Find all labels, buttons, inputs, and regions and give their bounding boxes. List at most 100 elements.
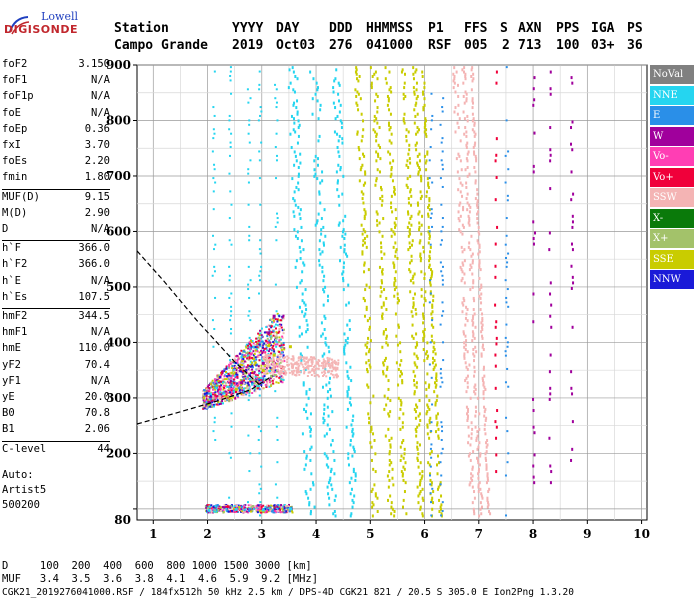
echo-mark [270, 363, 273, 366]
echo-mark [480, 354, 483, 358]
echo-mark [277, 381, 280, 384]
echo-mark [494, 420, 497, 424]
echo-mark [332, 368, 335, 371]
echo-mark [504, 154, 507, 157]
echo-mark [435, 414, 438, 418]
echo-mark [244, 377, 247, 380]
echo-mark [211, 399, 214, 402]
echo-mark [423, 121, 426, 125]
echo-mark [223, 370, 226, 373]
echo-mark [440, 376, 443, 379]
echo-mark [229, 66, 232, 69]
echo-mark [274, 483, 277, 486]
echo-mark [549, 281, 552, 285]
echo-mark [228, 400, 231, 403]
echo-mark [268, 364, 271, 367]
echo-mark [254, 361, 257, 364]
echo-mark [248, 234, 251, 237]
echo-mark [214, 243, 217, 246]
echo-mark [256, 511, 259, 514]
echo-mark [341, 272, 344, 276]
echo-mark [317, 139, 320, 143]
echo-mark [269, 506, 272, 509]
echo-mark [409, 279, 412, 283]
echo-mark [277, 331, 280, 334]
echo-mark [222, 384, 225, 387]
param-value: 20.0 [84, 391, 110, 403]
echo-mark [331, 410, 334, 414]
echo-mark [293, 150, 296, 154]
header-label-8: AXN [518, 21, 542, 36]
echo-mark [233, 371, 236, 374]
echo-mark [240, 383, 243, 386]
echo-mark [465, 130, 468, 134]
distance-row: D 100 200 400 600 800 1000 1500 3000 [km… [2, 560, 312, 572]
echo-mark [364, 230, 367, 234]
echo-mark [291, 177, 294, 181]
x-tick-label: 5 [366, 527, 374, 541]
echo-mark [417, 452, 420, 456]
echo-mark [366, 341, 369, 345]
echo-mark [407, 130, 410, 134]
echo-mark [220, 396, 223, 399]
echo-mark [242, 368, 245, 371]
x-tick-label: 10 [633, 527, 650, 541]
echo-mark [418, 225, 421, 229]
echo-mark [224, 399, 227, 402]
echo-mark [240, 360, 243, 363]
echo-mark [466, 114, 469, 118]
echo-mark [418, 159, 421, 163]
param-key: B1 [2, 423, 15, 436]
echo-mark [247, 265, 250, 268]
echo-mark [429, 283, 432, 287]
echo-mark [413, 90, 416, 94]
echo-mark [468, 172, 471, 176]
echo-mark [346, 323, 349, 327]
echo-mark [260, 340, 263, 343]
echo-mark [295, 259, 298, 263]
echo-mark [472, 308, 475, 312]
echo-mark [255, 358, 258, 361]
echo-mark [266, 355, 269, 358]
echo-mark [392, 261, 395, 265]
echo-mark [291, 372, 294, 375]
echo-mark [381, 281, 384, 285]
echo-mark [229, 391, 232, 394]
echo-mark [419, 197, 422, 201]
echo-mark [327, 481, 330, 485]
echo-mark [251, 368, 254, 371]
echo-mark [416, 163, 419, 167]
echo-mark [408, 230, 411, 234]
echo-mark [423, 276, 426, 280]
echo-mark [232, 386, 235, 389]
echo-mark [353, 447, 356, 451]
echo-mark [321, 170, 324, 174]
echo-mark [258, 341, 261, 344]
echo-mark [249, 347, 252, 350]
param-row: foE N/A [2, 107, 110, 123]
echo-mark [346, 390, 349, 394]
echo-mark [239, 370, 242, 373]
echo-mark [468, 241, 471, 245]
echo-mark [380, 290, 383, 294]
echo-mark [278, 336, 281, 339]
echo-mark [241, 364, 244, 367]
echo-mark [463, 281, 466, 285]
echo-mark [457, 94, 460, 98]
legend-entry-nne: NNE [650, 85, 694, 105]
echo-mark [459, 230, 462, 234]
echo-mark [429, 279, 432, 282]
echo-mark [430, 128, 433, 131]
y-tick-label: 400 [106, 335, 131, 349]
echo-mark [421, 74, 424, 78]
echo-mark [466, 385, 469, 389]
echo-mark [358, 157, 361, 161]
echo-mark [420, 194, 423, 198]
echo-mark [227, 379, 230, 382]
echo-mark [414, 345, 417, 349]
echo-mark [208, 384, 211, 387]
header-label-2: DAY [276, 21, 300, 36]
echo-mark [376, 94, 379, 98]
echo-mark [409, 261, 412, 265]
